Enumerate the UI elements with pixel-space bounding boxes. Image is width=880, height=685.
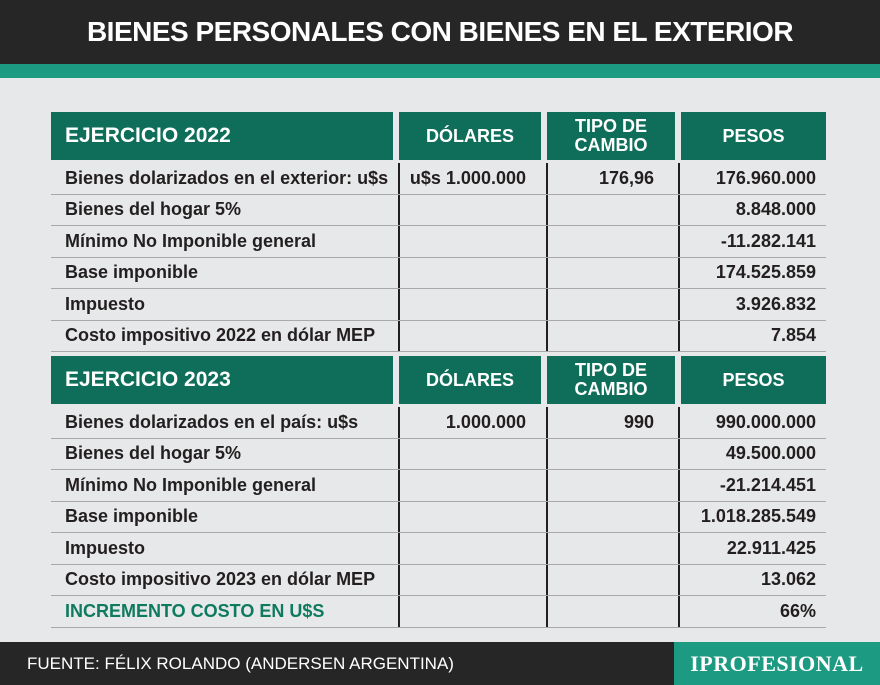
table-header-2023: EJERCICIO 2023 DÓLARES TIPO DE CAMBIO PE… — [51, 356, 826, 404]
row-pesos: -21.214.451 — [678, 470, 826, 501]
row-pesos: 3.926.832 — [678, 289, 826, 320]
row-pesos: 174.525.859 — [678, 257, 826, 288]
header-pesos: PESOS — [681, 356, 826, 404]
header-dolares: DÓLARES — [399, 112, 541, 160]
page-title: BIENES PERSONALES CON BIENES EN EL EXTER… — [86, 16, 794, 47]
table-header-2022: EJERCICIO 2022 DÓLARES TIPO DE CAMBIO PE… — [51, 112, 826, 160]
row-tipo-cambio — [546, 564, 678, 595]
tax-table: EJERCICIO 2022 DÓLARES TIPO DE CAMBIO PE… — [51, 112, 826, 628]
row-pesos: 176.960.000 — [678, 163, 826, 194]
table-row: Mínimo No Imponible general -21.214.451 — [51, 470, 826, 502]
row-dolares: 1.000.000 — [398, 407, 546, 438]
row-dolares: u$s 1.000.000 — [398, 163, 546, 194]
row-tipo-cambio — [546, 470, 678, 501]
title-bar: BIENES PERSONALES CON BIENES EN EL EXTER… — [0, 0, 880, 64]
row-tipo-cambio — [546, 320, 678, 351]
source-note: FUENTE: FÉLIX ROLANDO (ANDERSEN ARGENTIN… — [27, 654, 454, 673]
row-dolares — [398, 533, 546, 564]
row-tipo-cambio — [546, 289, 678, 320]
row-pesos: 1.018.285.549 — [678, 501, 826, 532]
row-tipo-cambio — [546, 194, 678, 225]
table-row: Impuesto 3.926.832 — [51, 289, 826, 321]
table-row: Bienes dolarizados en el exterior: u$s u$… — [51, 163, 826, 195]
row-label: Bienes dolarizados en el país: u$s — [65, 411, 359, 432]
accent-strip — [0, 64, 880, 78]
row-label: Costo impositivo 2023 en dólar MEP — [65, 569, 376, 590]
row-pesos: -11.282.141 — [678, 226, 826, 257]
row-label: Impuesto — [65, 293, 146, 314]
row-tipo-cambio — [546, 596, 678, 627]
row-label: Base imponible — [65, 506, 199, 527]
row-pesos: 66% — [678, 596, 826, 627]
row-tipo-cambio — [546, 226, 678, 257]
row-pesos: 22.911.425 — [678, 533, 826, 564]
row-tipo-cambio — [546, 501, 678, 532]
table-row: Costo impositivo 2022 en dólar MEP 7.854 — [51, 320, 826, 352]
header-ejercicio-2022: EJERCICIO 2022 — [51, 112, 393, 160]
row-label: Mínimo No Imponible general — [65, 230, 317, 251]
header-dolares: DÓLARES — [399, 356, 541, 404]
row-tipo-cambio: 990 — [546, 407, 678, 438]
row-dolares — [398, 257, 546, 288]
row-label: Bienes dolarizados en el exterior: u$s — [65, 167, 389, 188]
row-dolares — [398, 470, 546, 501]
rows-2022: Bienes dolarizados en el exterior: u$s u$… — [51, 163, 826, 352]
row-pesos: 49.500.000 — [678, 438, 826, 469]
row-dolares — [398, 501, 546, 532]
table-row: INCREMENTO COSTO EN U$S 66% — [51, 596, 826, 628]
row-label: Bienes del hogar 5% — [65, 199, 242, 220]
table-row: Bienes dolarizados en el país: u$s 1.000.… — [51, 407, 826, 439]
row-dolares — [398, 596, 546, 627]
row-pesos: 8.848.000 — [678, 194, 826, 225]
row-tipo-cambio — [546, 257, 678, 288]
footer: FUENTE: FÉLIX ROLANDO (ANDERSEN ARGENTIN… — [0, 642, 880, 685]
table-row: Costo impositivo 2023 en dólar MEP 13.062 — [51, 564, 826, 596]
header-ejercicio-2023: EJERCICIO 2023 — [51, 356, 393, 404]
table-row: Base imponible 1.018.285.549 — [51, 501, 826, 533]
row-dolares — [398, 194, 546, 225]
table-row: Impuesto 22.911.425 — [51, 533, 826, 565]
row-label: Base imponible — [65, 262, 199, 283]
row-label: Mínimo No Imponible general — [65, 474, 317, 495]
row-label: Impuesto — [65, 537, 146, 558]
row-label: INCREMENTO COSTO EN U$S — [65, 600, 325, 621]
table-row: Mínimo No Imponible general -11.282.141 — [51, 226, 826, 258]
header-tipo-cambio: TIPO DE CAMBIO — [547, 112, 675, 160]
table-row: Base imponible 174.525.859 — [51, 257, 826, 289]
iprofesional-logo: IPROFESIONAL — [674, 642, 880, 685]
row-tipo-cambio: 176,96 — [546, 163, 678, 194]
row-dolares — [398, 438, 546, 469]
row-label: Bienes del hogar 5% — [65, 443, 242, 464]
row-pesos: 7.854 — [678, 320, 826, 351]
row-dolares — [398, 289, 546, 320]
row-dolares — [398, 564, 546, 595]
header-tipo-cambio: TIPO DE CAMBIO — [547, 356, 675, 404]
row-tipo-cambio — [546, 533, 678, 564]
rows-2023: Bienes dolarizados en el país: u$s 1.000.… — [51, 407, 826, 628]
row-pesos: 13.062 — [678, 564, 826, 595]
row-dolares — [398, 320, 546, 351]
row-pesos: 990.000.000 — [678, 407, 826, 438]
header-pesos: PESOS — [681, 112, 826, 160]
row-dolares — [398, 226, 546, 257]
table-row: Bienes del hogar 5% 8.848.000 — [51, 194, 826, 226]
row-tipo-cambio — [546, 438, 678, 469]
table-row: Bienes del hogar 5% 49.500.000 — [51, 438, 826, 470]
row-label: Costo impositivo 2022 en dólar MEP — [65, 325, 376, 346]
